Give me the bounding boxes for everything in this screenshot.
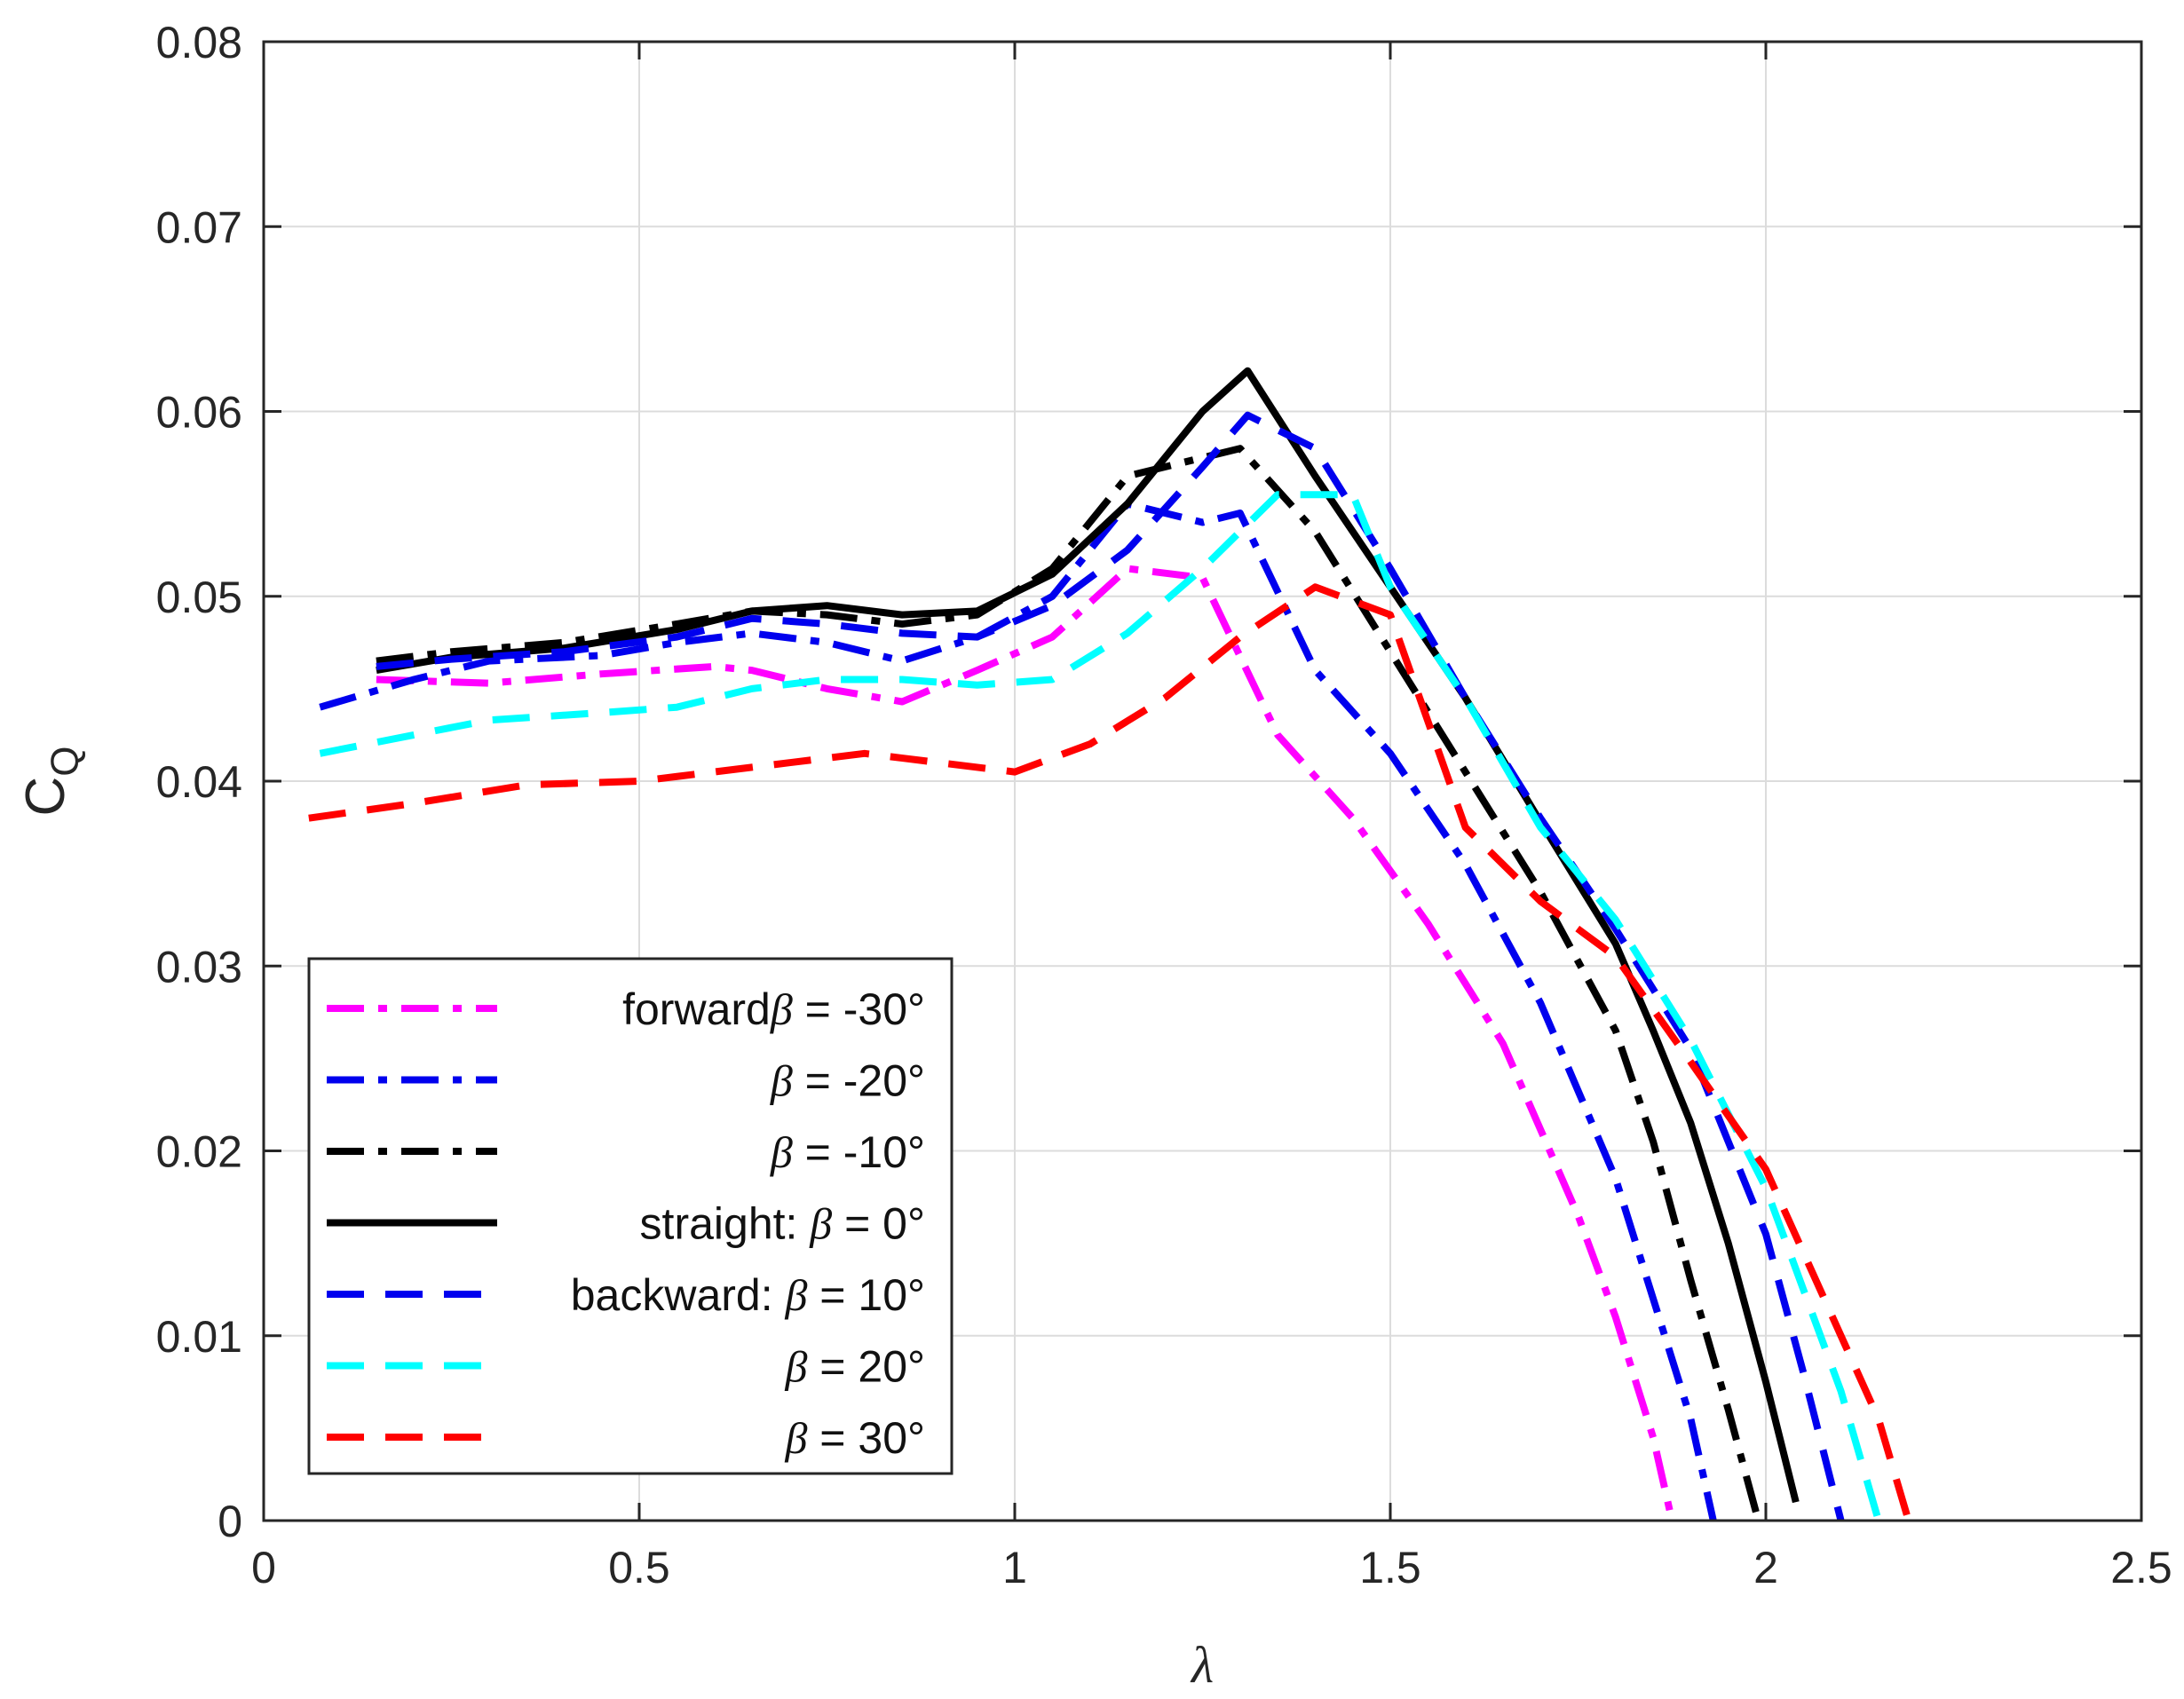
legend-suffix: = -20° <box>793 1056 925 1106</box>
y-tick-label: 0.03 <box>156 942 242 992</box>
legend: forwardβ = -30°β = -20°β = -10°straight:… <box>307 957 954 1475</box>
legend-beta-symbol: β <box>770 1056 793 1106</box>
legend-suffix: = 20° <box>807 1342 925 1392</box>
svg-text:CQ: CQ <box>15 746 87 816</box>
x-tick-label: 2 <box>1753 1543 1778 1592</box>
legend-label-m20: β = -20° <box>770 1056 925 1106</box>
legend-suffix: = 10° <box>807 1270 925 1320</box>
legend-prefix: backward: <box>571 1270 786 1320</box>
legend-label-m10: β = -10° <box>770 1127 925 1177</box>
legend-label-m30: forwardβ = -30° <box>622 984 925 1034</box>
series-line-p10 <box>376 411 1845 1521</box>
y-axis-label-sub: Q <box>44 746 87 776</box>
y-tick-label: 0.06 <box>156 388 242 438</box>
legend-beta-symbol: β <box>770 1127 793 1177</box>
x-tick-label: 0.5 <box>608 1543 670 1592</box>
series-line-p30 <box>308 583 1912 1522</box>
legend-beta-symbol: β <box>785 1270 808 1320</box>
axis-ticks: 0 0.5 1 1.5 2 2.5 0 0.01 0.02 0.03 0.04 0.05 0.06 0.0… <box>156 18 2172 1592</box>
legend-label-p30: β = 30° <box>785 1413 926 1463</box>
y-tick-label: 0.01 <box>156 1312 242 1362</box>
legend-suffix: = -30° <box>793 984 925 1034</box>
x-tick-label: 2.5 <box>2110 1543 2172 1592</box>
y-tick-label: 0.08 <box>156 18 242 67</box>
y-tick-label: 0.02 <box>156 1127 242 1177</box>
series-line-p0 <box>376 367 1800 1504</box>
legend-label-p0: straight: β = 0° <box>640 1199 925 1249</box>
legend-suffix: = 30° <box>807 1413 925 1463</box>
legend-beta-symbol: β <box>785 1413 808 1463</box>
series-line-m10 <box>376 445 1762 1522</box>
x-tick-label: 0 <box>251 1543 276 1592</box>
legend-label-p20: β = 20° <box>785 1342 926 1392</box>
x-axis-label-text: λ <box>1190 1636 1214 1694</box>
legend-suffix: = 0° <box>832 1199 925 1249</box>
legend-beta-symbol: β <box>809 1199 832 1249</box>
y-tick-label: 0.04 <box>156 757 242 807</box>
x-axis-label: λ <box>1190 1636 1214 1694</box>
series-lines <box>308 367 1912 1522</box>
x-tick-label: 1 <box>1002 1543 1027 1592</box>
legend-label-p10: backward: β = 10° <box>571 1270 925 1320</box>
legend-box <box>307 957 954 1475</box>
legend-beta-symbol: β <box>785 1342 808 1392</box>
y-tick-label: 0.07 <box>156 202 242 252</box>
legend-prefix: straight: <box>640 1199 811 1249</box>
y-axis-label: CQ <box>15 746 87 816</box>
y-axis-label-main: C <box>15 777 76 817</box>
x-tick-label: 1.5 <box>1359 1543 1421 1592</box>
legend-suffix: = -10° <box>793 1127 925 1177</box>
y-tick-label: 0 <box>218 1497 242 1546</box>
legend-prefix: forward <box>622 984 771 1034</box>
legend-beta-symbol: β <box>770 984 793 1034</box>
y-tick-label: 0.05 <box>156 573 242 622</box>
